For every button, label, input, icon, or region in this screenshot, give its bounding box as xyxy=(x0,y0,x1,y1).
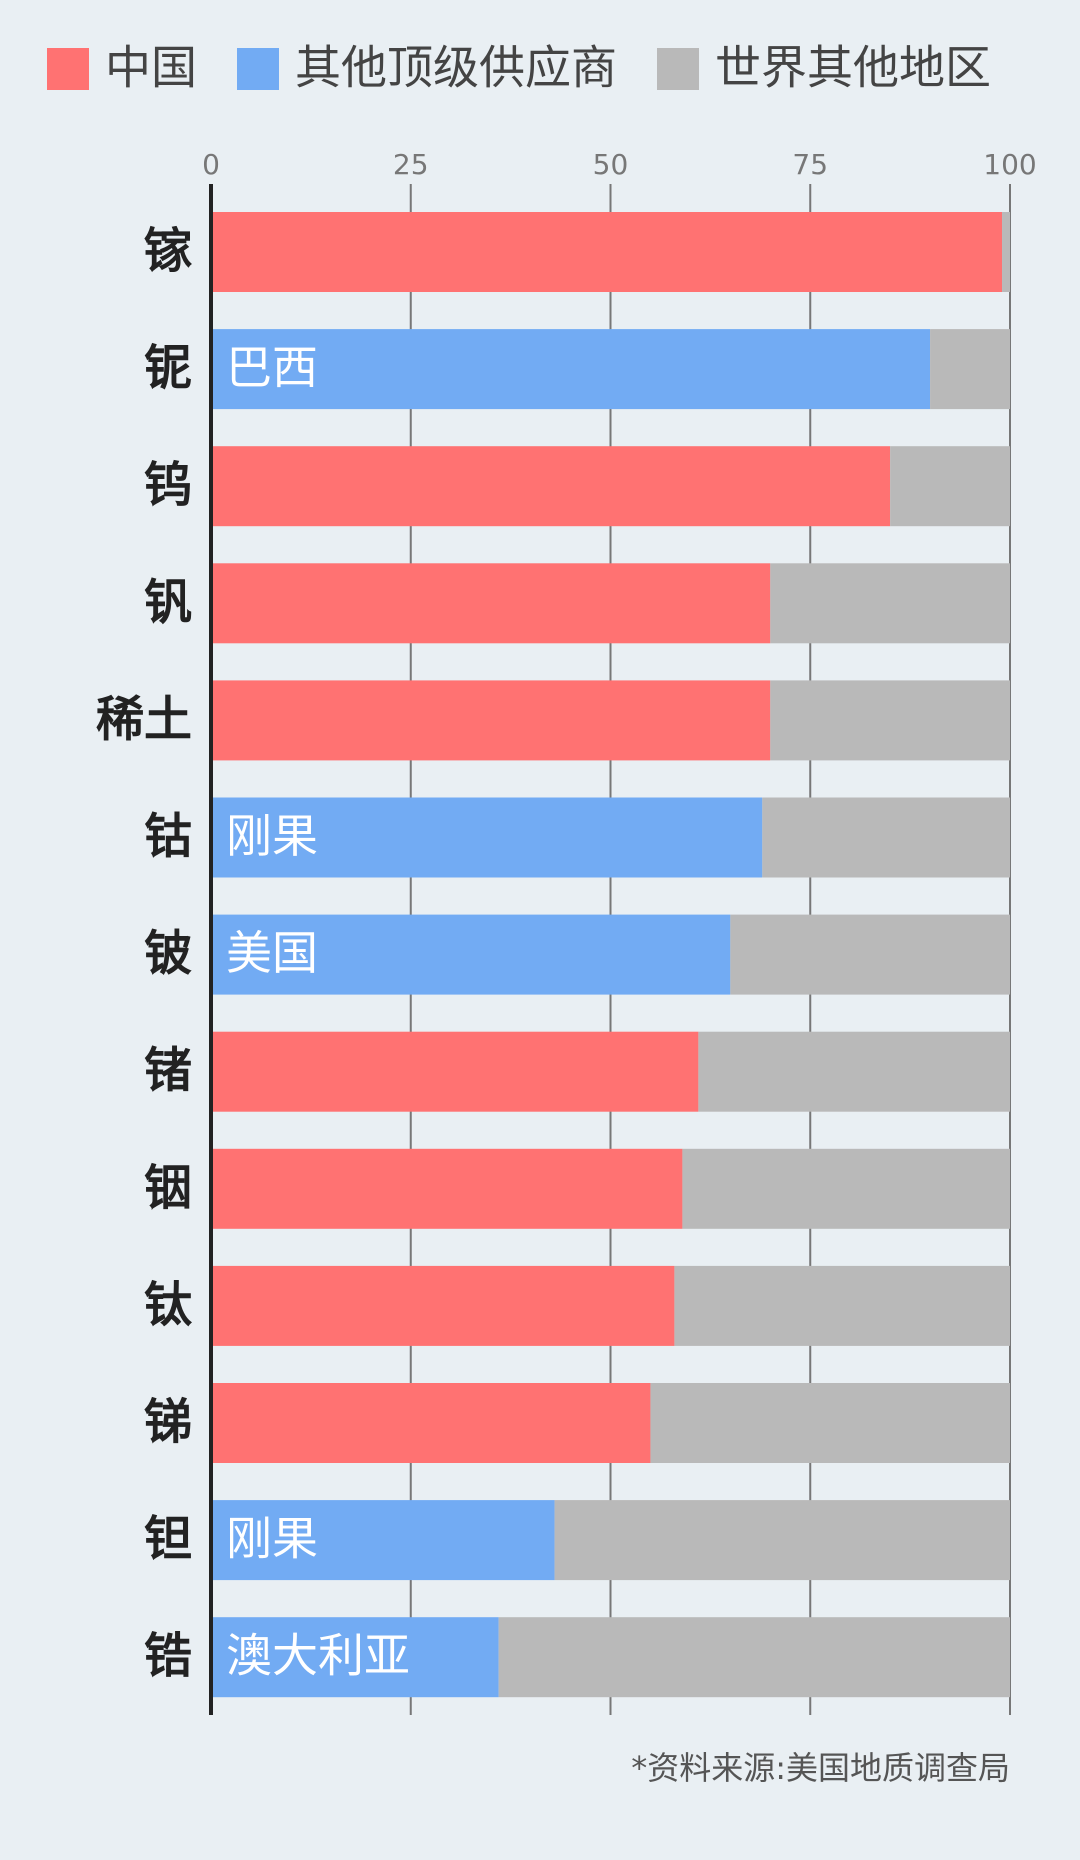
bar-label: 巴西 xyxy=(226,341,318,395)
y-tick-label: 铌 xyxy=(144,340,192,396)
bar-segment xyxy=(211,797,763,878)
bar-segment xyxy=(211,914,731,995)
bar-segment xyxy=(498,1617,1010,1698)
bar-segment xyxy=(930,329,1010,410)
legend-swatch xyxy=(47,48,89,90)
x-tick-label: 25 xyxy=(393,148,429,181)
bar-segment xyxy=(762,797,1010,878)
y-tick-label: 稀土 xyxy=(96,691,192,747)
bar-segment xyxy=(770,680,1010,761)
legend-label: 其他顶级供应商 xyxy=(295,41,617,95)
bar-segment xyxy=(211,1031,699,1112)
y-tick-label: 钴 xyxy=(144,809,192,865)
y-tick-label: 镓 xyxy=(144,223,193,279)
y-tick-label: 铟 xyxy=(144,1160,192,1216)
y-tick-label: 钛 xyxy=(144,1277,192,1333)
bar-segment xyxy=(211,329,931,410)
bar-segment xyxy=(211,1148,683,1229)
bar-segment xyxy=(211,446,891,527)
y-tick-label: 钨 xyxy=(144,457,192,513)
bar-segment xyxy=(211,563,771,644)
bar-segment xyxy=(211,1500,555,1581)
bar-label: 刚果 xyxy=(226,1512,318,1566)
bar-label: 澳大利亚 xyxy=(226,1629,410,1683)
bar-segment xyxy=(211,1617,499,1698)
y-tick-label: 锆 xyxy=(144,1628,192,1684)
legend-label: 中国 xyxy=(105,41,197,95)
bar-segment xyxy=(1002,212,1010,292)
bar-segment xyxy=(890,446,1010,527)
bar-segment xyxy=(211,1383,651,1463)
bar-segment xyxy=(674,1265,1010,1346)
x-tick-label: 100 xyxy=(983,148,1036,181)
bar-segment xyxy=(211,212,1003,292)
bar-segment xyxy=(698,1031,1010,1112)
bar-segment xyxy=(211,1265,675,1346)
bar-segment xyxy=(650,1383,1010,1463)
x-tick-label: 50 xyxy=(593,148,629,181)
y-tick-label: 锗 xyxy=(144,1043,192,1099)
footnote: *资料来源:美国地质调查局 xyxy=(631,1749,1010,1787)
bar-segment xyxy=(211,680,771,761)
y-tick-label: 锑 xyxy=(144,1394,192,1450)
y-tick-label: 钽 xyxy=(144,1511,192,1567)
bar-segment xyxy=(554,1500,1010,1581)
legend-swatch xyxy=(237,48,279,90)
bar-segment xyxy=(730,914,1010,995)
bar-label: 美国 xyxy=(226,926,318,980)
y-tick-label: 钒 xyxy=(144,574,192,630)
x-tick-label: 0 xyxy=(202,148,220,181)
bar-segment xyxy=(682,1148,1010,1229)
bar-segment xyxy=(770,563,1010,644)
x-tick-label: 75 xyxy=(792,148,828,181)
legend-label: 世界其他地区 xyxy=(715,41,991,95)
bar-label: 刚果 xyxy=(226,809,318,863)
legend-swatch xyxy=(657,48,699,90)
y-tick-label: 铍 xyxy=(144,926,192,982)
